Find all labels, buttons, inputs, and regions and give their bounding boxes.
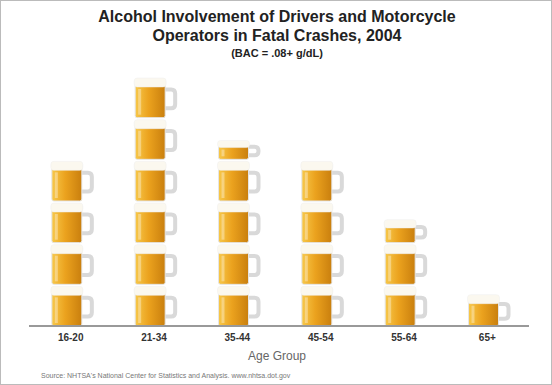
svg-text:35-44: 35-44 [225,332,251,343]
html-text:(BAC = .08+ g/dL): (BAC = .08+ g/dL) [231,47,323,59]
svg-text:21-34: 21-34 [141,332,167,343]
html-text:Alcohol Involvement of Drivers: Alcohol Involvement of Drivers and Motor… [98,8,456,44]
html-text:Age Group: Age Group [248,349,306,363]
svg-text:16-20: 16-20 [58,332,84,343]
svg-text:45-54: 45-54 [308,332,334,343]
html-text:Source: NHTSA's National Cente: Source: NHTSA's National Center for Stat… [41,372,291,379]
svg-text:55-64: 55-64 [391,332,417,343]
svg-text:65+: 65+ [479,332,496,343]
